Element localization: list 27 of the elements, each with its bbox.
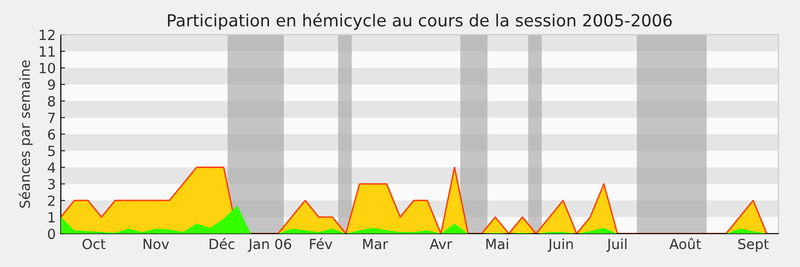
chart-title: Participation en hémicycle au cours de la session 2005-2006 [168,13,672,30]
x-tick-label: Avr [430,238,452,250]
y-tick-label: 1 [48,212,55,222]
x-tick-label: Nov [144,238,169,250]
x-tick-label: Août [669,238,701,250]
y-tick-label: 7 [48,112,55,123]
y-tick-label: 12 [40,30,55,40]
x-tick-label: Mai [486,238,508,250]
y-tick-label: 6 [48,129,56,140]
y-tick-label: 10 [40,62,56,74]
x-tick-label: Jan 06 [248,238,292,252]
x-tick-label: Fév [310,238,332,250]
x-tick-label: Sept [738,238,769,252]
y-tick-label: 4 [48,162,56,173]
y-tick-label: 9 [48,79,55,90]
y-tick-label: 2 [48,195,55,206]
y-tick-label: 11 [40,46,55,57]
x-tick-label: Déc [210,238,234,250]
x-tick-label: Mar [363,238,388,250]
x-tick-label: Juin [548,238,573,252]
y-axis-title: Séances par semaine [18,60,33,208]
x-tick-label: Juil [606,238,626,252]
x-tick-label: Oct [82,238,106,250]
y-tick-label: 0 [48,228,56,240]
y-tick-label: 5 [48,146,55,156]
y-tick-label: 3 [48,178,55,190]
y-tick-label: 8 [48,96,55,106]
